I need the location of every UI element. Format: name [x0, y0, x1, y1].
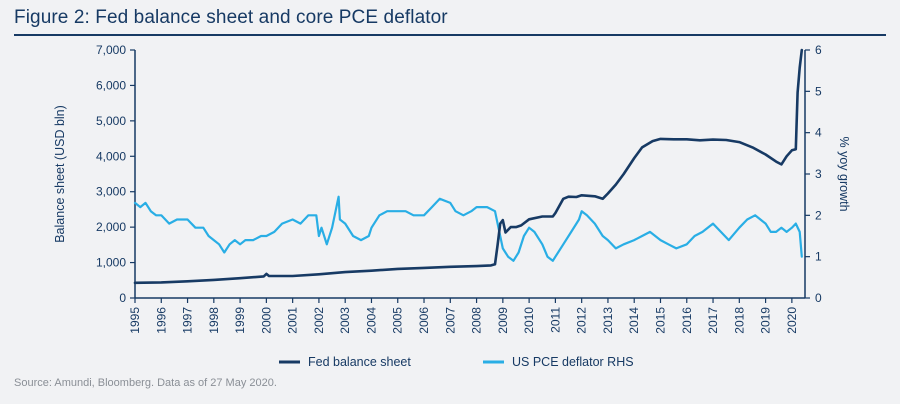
x-tick-label: 2016	[680, 307, 694, 334]
title-rule	[14, 34, 886, 36]
x-tick-label: 2019	[759, 307, 773, 334]
x-tick-label: 2017	[706, 307, 720, 334]
x-tick-label: 1998	[207, 307, 221, 334]
x-tick-label: 1996	[154, 307, 168, 334]
y2-axis-label: % yoy growth	[837, 136, 851, 211]
x-tick-label: 1997	[181, 307, 195, 334]
x-tick-label: 2004	[364, 307, 378, 334]
x-tick-label: 2002	[312, 307, 326, 334]
x-tick-label: 2018	[732, 307, 746, 334]
x-tick-label: 2001	[286, 307, 300, 334]
series	[133, 48, 804, 285]
y-tick-label: 6,000	[96, 78, 126, 92]
y2-tick-label: 6	[815, 43, 822, 57]
x-tick-label: 2010	[522, 307, 536, 334]
left-axis-ticks: 0 1,000 2,000 3,000 4,000 5,000 6,000 7,000	[96, 43, 135, 305]
y-tick-label: 5,000	[96, 114, 126, 128]
y2-tick-label: 2	[815, 208, 822, 222]
x-tick-label: 2009	[496, 307, 510, 334]
y-tick-label: 1,000	[96, 256, 126, 270]
y-axis-label: Balance sheet (USD bln)	[53, 105, 67, 243]
x-tick-label: 2000	[259, 307, 273, 334]
y2-tick-label: 1	[815, 250, 822, 264]
x-tick-label: 2005	[391, 307, 405, 334]
x-tick-label: 2013	[601, 307, 615, 334]
y-tick-label: 3,000	[96, 185, 126, 199]
chart-title: Figure 2: Fed balance sheet and core PCE…	[14, 7, 448, 28]
x-tick-label: 2008	[470, 307, 484, 334]
legend-pce-label: US PCE deflator RHS	[512, 355, 634, 369]
x-axis-ticks: 1995 1996 1997 1998 1999 2000 2001 2002 2003 2004…	[128, 298, 799, 334]
y2-tick-label: 3	[815, 167, 822, 181]
right-axis-ticks: 0 1 2 3 4 5 6	[805, 43, 822, 305]
x-tick-label: 1995	[128, 307, 142, 334]
x-tick-label: 2003	[338, 307, 352, 334]
legend-balance-label: Fed balance sheet	[308, 355, 411, 369]
x-tick-label: 2020	[785, 307, 799, 334]
y2-tick-label: 0	[815, 291, 822, 305]
x-tick-label: 2015	[653, 307, 667, 334]
x-tick-label: 2012	[575, 307, 589, 334]
fed-balance-sheet-line	[133, 48, 804, 285]
y-tick-label: 7,000	[96, 43, 126, 57]
y-tick-label: 4,000	[96, 149, 126, 163]
x-tick-label: 2006	[417, 307, 431, 334]
x-tick-label: 2014	[627, 307, 641, 334]
x-tick-label: 2007	[443, 307, 457, 334]
legend: Fed balance sheet US PCE deflator RHS	[279, 355, 634, 369]
x-tick-label: 1999	[233, 307, 247, 334]
source-note: Source: Amundi, Bloomberg. Data as of 27…	[14, 377, 277, 389]
us-pce-deflator-line	[133, 195, 803, 262]
y2-tick-label: 5	[815, 84, 822, 98]
y2-tick-label: 4	[815, 126, 822, 140]
y-tick-label: 0	[119, 291, 126, 305]
y-tick-label: 2,000	[96, 220, 126, 234]
x-tick-label: 2011	[548, 307, 562, 333]
